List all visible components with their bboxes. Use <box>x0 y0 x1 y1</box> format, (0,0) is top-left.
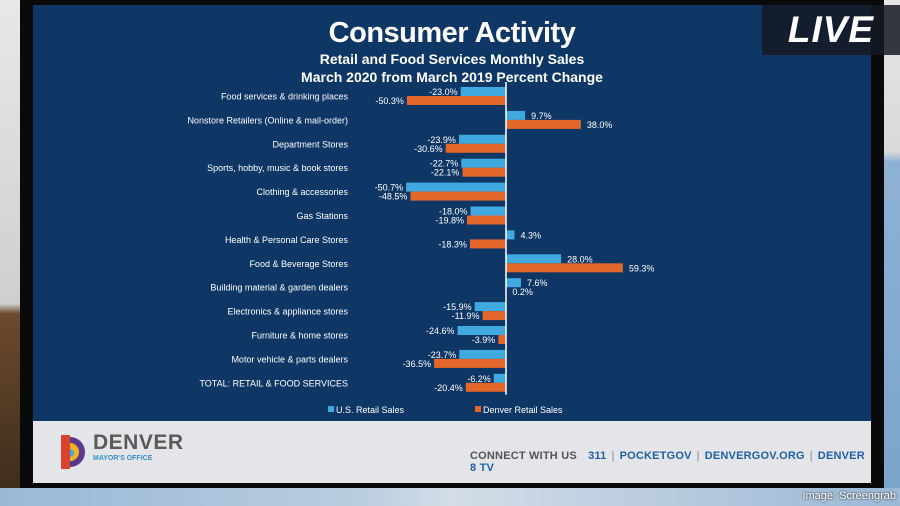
bar-us <box>506 278 521 288</box>
bar-denver <box>410 191 506 201</box>
slide-subtitle-2: March 2020 from March 2019 Percent Chang… <box>301 69 603 85</box>
data-label: -36.5% <box>403 359 432 369</box>
data-label: -22.7% <box>430 159 459 169</box>
bar-denver <box>469 239 506 249</box>
connect-label: CONNECT WITH US <box>470 450 577 462</box>
connect-bar: CONNECT WITH US 311 | POCKETGOV | DENVERGOV.… <box>470 450 865 474</box>
bar-us <box>406 182 506 192</box>
category-label: Food services & drinking places <box>221 92 349 102</box>
bar-us <box>461 158 506 168</box>
data-label: -3.9% <box>472 335 496 345</box>
logo-name: DENVER <box>93 431 184 454</box>
category-label: Food & Beverage Stores <box>249 259 348 269</box>
legend-label: Denver Retail Sales <box>483 405 563 415</box>
data-label: -23.9% <box>427 135 456 145</box>
category-label: Electronics & appliance stores <box>227 307 348 317</box>
category-label: Clothing & accessories <box>256 187 348 197</box>
category-label: Gas Stations <box>296 211 348 221</box>
data-label: -48.5% <box>379 192 408 202</box>
category-label: Nonstore Retailers (Online & mail-order) <box>187 115 348 125</box>
bar-chart: Food services & drinking places -23.0% -50… <box>187 82 655 415</box>
bar-denver <box>406 96 506 105</box>
legend-swatch <box>475 406 481 412</box>
data-label: -6.2% <box>467 374 491 384</box>
bar-denver <box>482 311 506 321</box>
data-label: -50.7% <box>375 183 404 193</box>
link-denver8tv[interactable]: DENVER 8 TV <box>470 450 865 474</box>
background-bottom <box>0 488 900 506</box>
data-label: -18.3% <box>438 239 467 249</box>
background-left <box>0 0 20 506</box>
data-label: -23.7% <box>428 350 457 360</box>
category-label: Building material & garden dealers <box>210 283 348 293</box>
bar-us <box>474 302 506 312</box>
bar-us <box>506 254 562 264</box>
category-label: Department Stores <box>272 139 348 149</box>
slide: Consumer Activity Retail and Food Servic… <box>33 5 871 421</box>
category-label: Furniture & home stores <box>251 331 348 341</box>
data-label: -24.6% <box>426 326 455 336</box>
data-label: -11.9% <box>452 311 480 321</box>
bar-denver <box>462 167 506 177</box>
category-label: Health & Personal Care Stores <box>225 235 349 245</box>
footer: DENVER MAYOR'S OFFICE CONNECT WITH US 31… <box>33 421 871 483</box>
link-311[interactable]: 311 <box>588 450 607 462</box>
category-label: Motor vehicle & parts dealers <box>231 354 348 364</box>
bar-us <box>460 87 506 96</box>
slide-subtitle: Retail and Food Services Monthly Sales <box>319 51 585 67</box>
live-badge: LIVE <box>762 5 900 55</box>
bar-us <box>459 349 506 359</box>
data-label: 7.6% <box>527 278 548 288</box>
bar-us <box>506 230 515 240</box>
data-label: -19.8% <box>435 216 464 226</box>
legend-label: U.S. Retail Sales <box>336 405 405 415</box>
data-label: -20.4% <box>434 383 463 393</box>
bar-us <box>506 110 526 120</box>
data-label: 38.0% <box>587 120 613 130</box>
logo-subtitle: MAYOR'S OFFICE <box>93 455 153 462</box>
bar-denver <box>466 215 506 225</box>
bar-denver <box>445 143 506 153</box>
bar-denver <box>506 119 581 129</box>
bar-denver <box>465 382 506 392</box>
bar-denver <box>506 263 623 273</box>
link-denvergov[interactable]: DENVERGOV.ORG <box>704 450 805 462</box>
data-label: 28.0% <box>567 254 593 264</box>
data-label: 9.7% <box>531 111 552 121</box>
data-label: -50.3% <box>375 96 404 106</box>
data-label: -18.0% <box>439 207 468 217</box>
image-credit: Image: Screengrab <box>802 490 896 502</box>
data-label: 4.3% <box>520 230 541 240</box>
data-label: 0.2% <box>512 287 533 297</box>
data-label: -30.6% <box>414 144 443 154</box>
denver-logo-icon <box>61 435 85 469</box>
bar-us <box>458 134 506 144</box>
data-label: 59.3% <box>629 263 655 273</box>
slide-title: Consumer Activity <box>328 17 576 49</box>
background-right <box>884 0 900 506</box>
data-label: -15.9% <box>443 302 472 312</box>
category-label: TOTAL: RETAIL & FOOD SERVICES <box>199 378 348 388</box>
link-pocketgov[interactable]: POCKETGOV <box>619 450 692 462</box>
category-label: Sports, hobby, music & book stores <box>207 163 348 173</box>
bar-us <box>493 373 506 383</box>
bar-us <box>470 206 506 216</box>
bar-denver <box>434 358 506 368</box>
bar-us <box>457 326 506 335</box>
data-label: -23.0% <box>429 87 458 97</box>
legend-swatch <box>328 406 334 412</box>
data-label: -22.1% <box>431 168 460 178</box>
bar-denver <box>498 335 506 344</box>
